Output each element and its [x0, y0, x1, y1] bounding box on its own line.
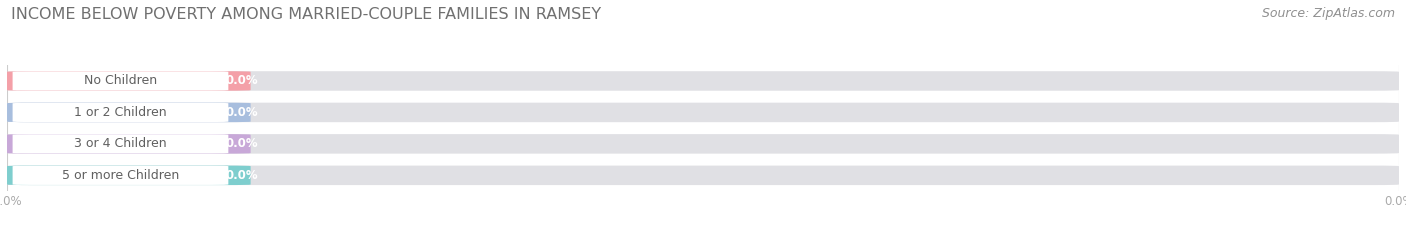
Text: 1 or 2 Children: 1 or 2 Children [75, 106, 167, 119]
FancyBboxPatch shape [7, 134, 250, 154]
FancyBboxPatch shape [13, 71, 228, 91]
Text: No Children: No Children [84, 75, 157, 87]
FancyBboxPatch shape [13, 134, 228, 154]
FancyBboxPatch shape [7, 134, 1399, 154]
FancyBboxPatch shape [7, 166, 250, 185]
Text: 0.0%: 0.0% [226, 137, 259, 150]
FancyBboxPatch shape [7, 71, 1399, 91]
Text: 0.0%: 0.0% [226, 169, 259, 182]
FancyBboxPatch shape [7, 166, 1399, 185]
Text: 0.0%: 0.0% [226, 75, 259, 87]
FancyBboxPatch shape [7, 103, 1399, 122]
FancyBboxPatch shape [13, 166, 228, 185]
Text: 5 or more Children: 5 or more Children [62, 169, 179, 182]
FancyBboxPatch shape [7, 71, 250, 91]
Text: Source: ZipAtlas.com: Source: ZipAtlas.com [1261, 7, 1395, 20]
Text: 0.0%: 0.0% [226, 106, 259, 119]
Text: INCOME BELOW POVERTY AMONG MARRIED-COUPLE FAMILIES IN RAMSEY: INCOME BELOW POVERTY AMONG MARRIED-COUPL… [11, 7, 602, 22]
Text: 3 or 4 Children: 3 or 4 Children [75, 137, 167, 150]
FancyBboxPatch shape [13, 103, 228, 122]
FancyBboxPatch shape [7, 103, 250, 122]
